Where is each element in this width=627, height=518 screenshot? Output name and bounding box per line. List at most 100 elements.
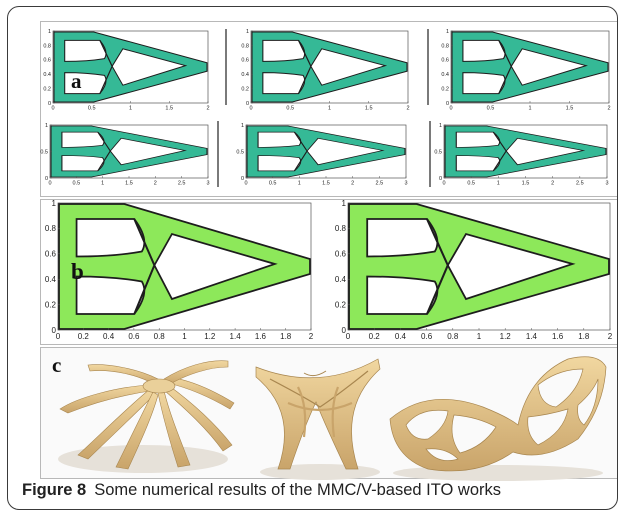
x-tick-label: 2 xyxy=(406,106,409,112)
x-tick-label: 1.5 xyxy=(165,106,173,112)
y-tick-label: 0.2 xyxy=(43,87,51,93)
x-tick-label: 0.4 xyxy=(103,332,115,341)
x-tick-label: 3 xyxy=(206,181,209,187)
y-tick-label: 0.6 xyxy=(335,250,347,259)
y-tick-label: 0.6 xyxy=(241,58,249,64)
y-tick-label: 0.4 xyxy=(441,72,449,78)
panel-label-b: b xyxy=(71,259,84,284)
y-tick-label: 0.4 xyxy=(45,275,57,284)
panel-label-c: c xyxy=(52,353,62,377)
panel-a-plot-top-1: 0 0.5 1 1.5 2 0 0.2 0.4 0.6 0.8 1 xyxy=(43,29,209,112)
x-tick-label: 0.8 xyxy=(154,332,166,341)
x-tick-label: 0.4 xyxy=(395,332,407,341)
y-tick-label: 0.2 xyxy=(45,300,57,309)
y-tick-label: 1 xyxy=(342,199,347,208)
x-tick-label: 1 xyxy=(328,106,331,112)
y-tick-label: 0 xyxy=(246,101,249,107)
y-tick-label: 0.6 xyxy=(45,250,57,259)
y-tick-label: 0.5 xyxy=(434,149,442,155)
x-tick-label: 0 xyxy=(48,181,51,187)
x-tick-label: 1 xyxy=(298,181,301,187)
x-tick-label: 1 xyxy=(528,106,531,112)
x-tick-label: 0.6 xyxy=(128,332,140,341)
y-tick-label: 0 xyxy=(342,326,347,335)
x-tick-label: 2 xyxy=(154,181,157,187)
figure-graphics: 0 0.5 1 1.5 2 0 0.2 0.4 0.6 0.8 1 0 0.5 1 1.5 2 0 0.2 0.4 0… xyxy=(40,29,613,481)
y-tick-label: 0.5 xyxy=(40,149,48,155)
y-tick-label: 1 xyxy=(246,29,249,35)
y-tick-label: 1 xyxy=(241,123,244,129)
y-tick-label: 0.4 xyxy=(43,72,51,78)
x-tick-label: 0 xyxy=(244,181,247,187)
x-tick-label: 2.5 xyxy=(376,181,384,187)
x-tick-label: 1.5 xyxy=(566,106,574,112)
y-tick-label: 0 xyxy=(52,326,57,335)
x-tick-label: 2 xyxy=(206,106,209,112)
x-tick-label: 1.4 xyxy=(526,332,538,341)
x-tick-label: 1.5 xyxy=(125,181,133,187)
panel-c-shells xyxy=(58,356,607,481)
x-tick-label: 1.8 xyxy=(280,332,292,341)
x-tick-label: 1 xyxy=(477,332,482,341)
y-tick-label: 0 xyxy=(45,176,48,182)
shell-petal-spokes xyxy=(58,360,235,473)
x-tick-label: 1.5 xyxy=(365,106,373,112)
x-tick-label: 3 xyxy=(404,181,407,187)
y-tick-label: 0.4 xyxy=(241,72,249,78)
x-tick-label: 0.5 xyxy=(487,106,495,112)
x-tick-label: 1.6 xyxy=(255,332,267,341)
y-tick-label: 0.5 xyxy=(236,149,244,155)
x-tick-label: 0.5 xyxy=(73,181,81,187)
x-tick-label: 2 xyxy=(608,332,613,341)
panel-label-a: a xyxy=(71,69,82,93)
y-tick-label: 0.8 xyxy=(45,224,57,233)
x-tick-label: 0 xyxy=(51,106,54,112)
panel-b-plot-1: 0 0.2 0.4 0.6 0.8 1 1.2 1.4 1.6 1.8 2 0 0.2 0.4 0.6 0.8… xyxy=(45,199,314,341)
x-tick-label: 1.4 xyxy=(230,332,242,341)
x-tick-label: 0.6 xyxy=(421,332,433,341)
panel-a-plot-bottom-1: 0 0.5 1 1.5 2 2.5 3 0 0.5 1 xyxy=(40,123,209,187)
x-tick-label: 0.2 xyxy=(78,332,90,341)
x-tick-label: 1 xyxy=(182,332,187,341)
y-tick-label: 0.8 xyxy=(335,224,347,233)
shell-tent xyxy=(255,358,381,480)
x-tick-label: 0.2 xyxy=(369,332,381,341)
y-tick-label: 0 xyxy=(48,101,51,107)
x-tick-label: 1.5 xyxy=(322,181,330,187)
y-tick-label: 0 xyxy=(241,176,244,182)
y-tick-label: 0.8 xyxy=(241,43,249,49)
y-tick-label: 0.8 xyxy=(441,43,449,49)
x-tick-label: 2.5 xyxy=(178,181,186,187)
y-tick-label: 0.6 xyxy=(441,58,449,64)
x-tick-label: 2.5 xyxy=(576,181,584,187)
x-tick-label: 1.2 xyxy=(500,332,512,341)
x-tick-label: 1 xyxy=(129,106,132,112)
y-tick-label: 0 xyxy=(439,176,442,182)
x-tick-label: 0 xyxy=(442,181,445,187)
x-tick-label: 1.5 xyxy=(522,181,530,187)
y-tick-label: 0.2 xyxy=(441,87,449,93)
x-tick-label: 1 xyxy=(101,181,104,187)
panel-a-separators xyxy=(217,29,431,187)
panel-b-plot-2: 0 0.2 0.4 0.6 0.8 1 1.2 1.4 1.6 1.8 2 0 0.2 0.4 0.6 0.8… xyxy=(335,199,613,341)
x-tick-label: 0 xyxy=(249,106,252,112)
y-tick-label: 1 xyxy=(45,123,48,129)
x-tick-label: 1 xyxy=(497,181,500,187)
y-tick-label: 0.2 xyxy=(335,300,347,309)
y-tick-label: 0.4 xyxy=(335,275,347,284)
x-tick-label: 0 xyxy=(56,332,61,341)
panel-a-plot-bottom-3: 0 0.5 1 1.5 2 2.5 3 0 0.5 1 xyxy=(434,123,608,187)
y-tick-label: 1 xyxy=(48,29,51,35)
y-tick-label: 0.8 xyxy=(43,43,51,49)
y-tick-label: 1 xyxy=(439,123,442,129)
x-tick-label: 0.5 xyxy=(286,106,294,112)
x-tick-label: 0.5 xyxy=(88,106,96,112)
y-tick-label: 1 xyxy=(52,199,57,208)
x-tick-label: 3 xyxy=(605,181,608,187)
panel-a-plot-bottom-2: 0 0.5 1 1.5 2 2.5 3 0 0.5 1 xyxy=(236,123,407,187)
x-tick-label: 1.6 xyxy=(552,332,564,341)
x-tick-label: 0 xyxy=(449,106,452,112)
x-tick-label: 2 xyxy=(607,106,610,112)
x-tick-label: 2 xyxy=(309,332,314,341)
y-tick-label: 1 xyxy=(446,29,449,35)
